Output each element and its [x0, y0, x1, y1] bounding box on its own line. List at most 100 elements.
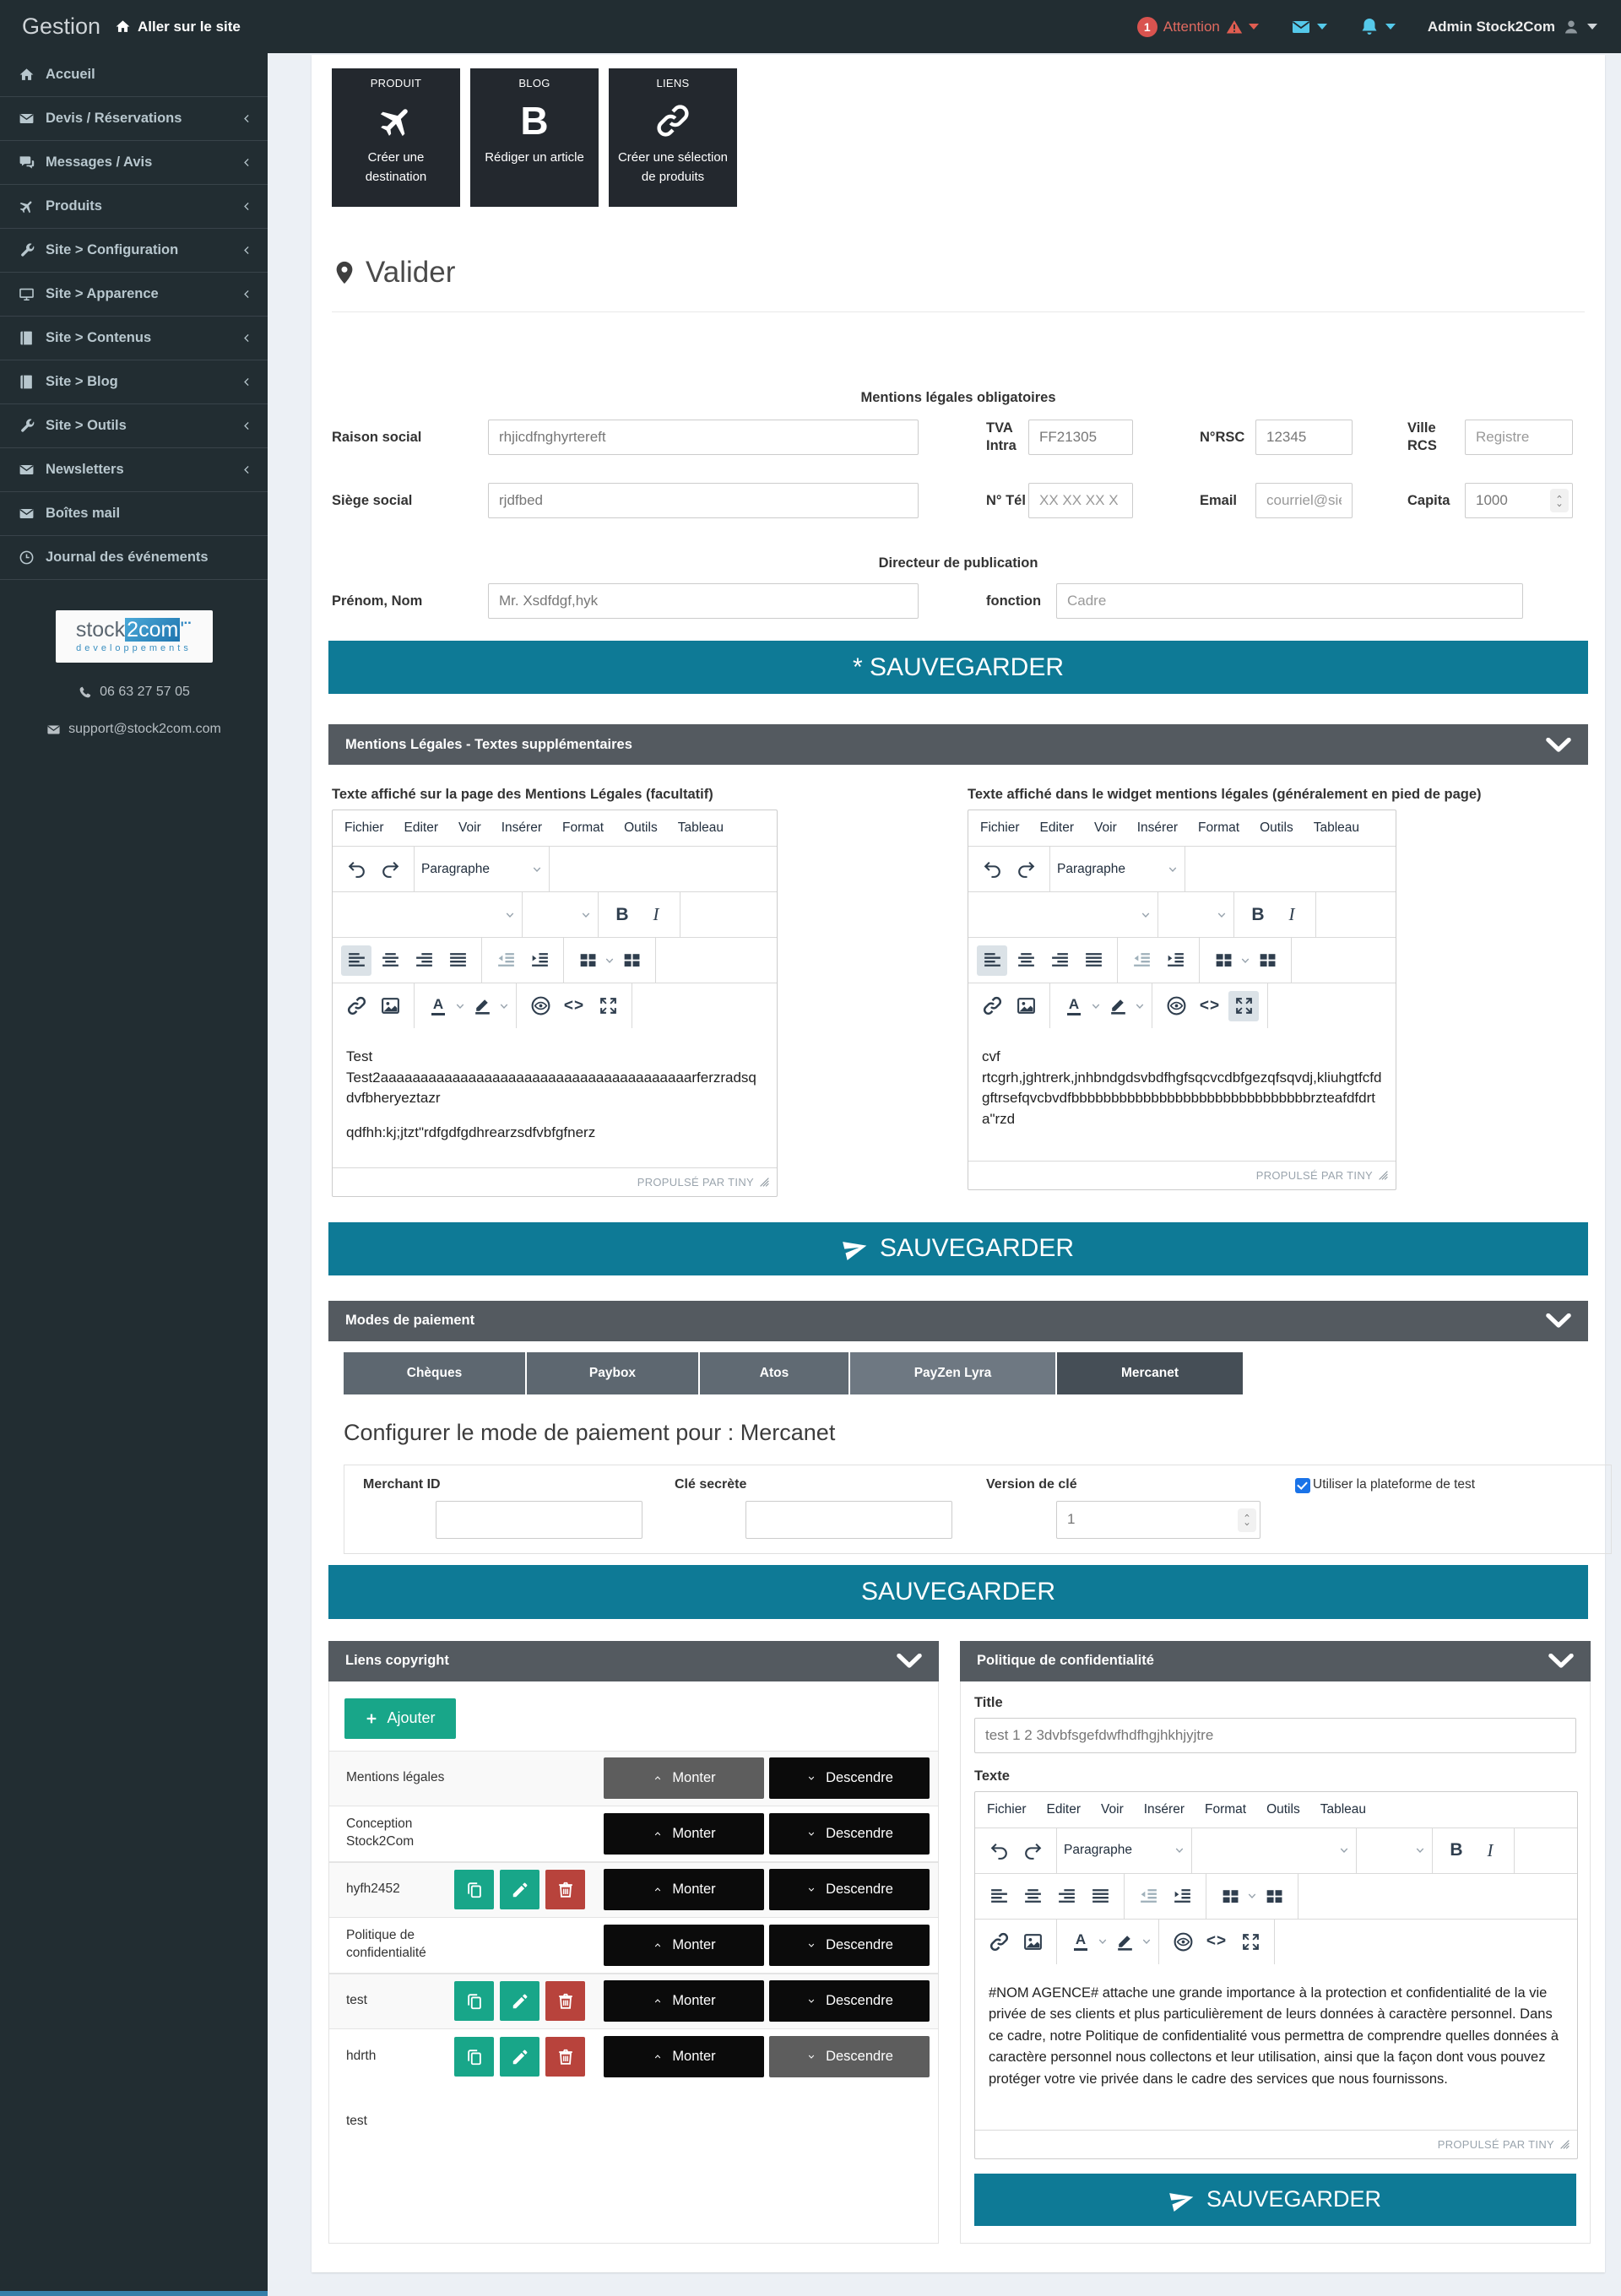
- text-color-button[interactable]: A: [423, 991, 453, 1021]
- menu-outils[interactable]: Outils: [1266, 1801, 1300, 1817]
- raison-social-input[interactable]: [488, 420, 919, 455]
- delete-button[interactable]: [545, 1870, 585, 1910]
- user-menu[interactable]: Admin Stock2Com: [1428, 19, 1597, 35]
- menu-voir[interactable]: Voir: [1101, 1801, 1124, 1817]
- tab-mercanet[interactable]: Mercanet: [1057, 1351, 1243, 1394]
- menu-voir[interactable]: Voir: [1094, 820, 1117, 835]
- email-input[interactable]: [1255, 483, 1353, 518]
- highlight-button[interactable]: [1103, 991, 1133, 1021]
- duplicate-button[interactable]: [454, 1870, 494, 1910]
- indent-button[interactable]: [1167, 1881, 1197, 1911]
- justify-button[interactable]: [1085, 1881, 1115, 1911]
- sidebar-item-boites-mail[interactable]: Boîtes mail: [0, 492, 268, 536]
- redo-button[interactable]: [1011, 854, 1041, 885]
- menu-editer[interactable]: Editer: [1046, 1801, 1082, 1817]
- font-family-select[interactable]: [968, 892, 1158, 937]
- attention-dropdown[interactable]: 1 Attention: [1136, 16, 1259, 37]
- move-down-button[interactable]: Descendre: [769, 1980, 930, 2023]
- move-down-button[interactable]: Descendre: [769, 2036, 930, 2078]
- align-right-button[interactable]: [1044, 945, 1075, 976]
- bold-button[interactable]: B: [615, 904, 629, 924]
- privacy-title-input[interactable]: [974, 1717, 1576, 1753]
- menu-inserer[interactable]: Insérer: [1143, 1801, 1185, 1817]
- preview-button[interactable]: [525, 991, 556, 1021]
- link-button[interactable]: [341, 991, 371, 1021]
- edit-button[interactable]: [500, 1870, 539, 1910]
- edit-button[interactable]: [500, 1981, 539, 2022]
- move-up-button[interactable]: Monter: [604, 1924, 764, 1966]
- table-button[interactable]: [1259, 1881, 1289, 1911]
- move-up-button[interactable]: Monter: [604, 1869, 764, 1911]
- paragraph-select[interactable]: Paragraphe: [1057, 1828, 1192, 1873]
- menu-inserer[interactable]: Insérer: [501, 820, 542, 835]
- move-down-button[interactable]: Descendre: [769, 1869, 930, 1911]
- save-legal-button[interactable]: * SAUVEGARDER: [328, 641, 1588, 694]
- indent-button[interactable]: [1160, 945, 1190, 976]
- fullscreen-button[interactable]: [593, 991, 623, 1021]
- editor-content[interactable]: Test Test2aaaaaaaaaaaaaaaaaaaaaaaaaaaaaa…: [333, 1028, 777, 1167]
- italic-button[interactable]: I: [653, 904, 659, 924]
- italic-button[interactable]: I: [1487, 1839, 1494, 1860]
- editor-content[interactable]: cvf rtcgrh,jghtrerk,jnhbndgdsvbdfhgfsqcv…: [968, 1028, 1396, 1161]
- menu-voir[interactable]: Voir: [458, 820, 481, 835]
- delete-button[interactable]: [545, 2037, 585, 2077]
- justify-button[interactable]: [442, 945, 473, 976]
- create-product-selection-card[interactable]: LIENS Créer une sélection de produits: [609, 68, 737, 207]
- font-size-select[interactable]: [1357, 1828, 1433, 1873]
- font-size-select[interactable]: [523, 892, 599, 937]
- move-up-button[interactable]: Monter: [604, 2036, 764, 2078]
- highlight-button[interactable]: [1109, 1926, 1140, 1957]
- image-button[interactable]: [1011, 991, 1041, 1021]
- merchant-id-input[interactable]: [436, 1500, 642, 1539]
- table-button[interactable]: [1252, 945, 1282, 976]
- menu-fichier[interactable]: Fichier: [344, 820, 384, 835]
- outdent-button[interactable]: [491, 945, 521, 976]
- menu-format[interactable]: Format: [1197, 820, 1240, 835]
- redo-button[interactable]: [1017, 1835, 1048, 1866]
- tab-cheques[interactable]: Chèques: [344, 1351, 525, 1394]
- resize-grip-icon[interactable]: [1559, 2139, 1570, 2150]
- menu-fichier[interactable]: Fichier: [987, 1801, 1027, 1817]
- edit-button[interactable]: [500, 2037, 539, 2077]
- sidebar-item-messages-avis[interactable]: Messages / Avis: [0, 141, 268, 185]
- move-down-button[interactable]: Descendre: [769, 1757, 930, 1800]
- menu-format[interactable]: Format: [561, 820, 604, 835]
- sidebar-item-site-configuration[interactable]: Site > Configuration: [0, 229, 268, 273]
- chevron-down-icon[interactable]: [1546, 738, 1571, 752]
- justify-button[interactable]: [1078, 945, 1109, 976]
- source-code-button[interactable]: <>: [1199, 996, 1221, 1015]
- highlight-button[interactable]: [467, 991, 497, 1021]
- sidebar-item-produits[interactable]: Produits: [0, 185, 268, 229]
- indent-button[interactable]: [524, 945, 555, 976]
- align-left-button[interactable]: [984, 1881, 1014, 1911]
- number-stepper[interactable]: [1238, 1508, 1256, 1532]
- secret-key-input[interactable]: [745, 1500, 952, 1539]
- use-test-platform-checkbox[interactable]: [1295, 1477, 1310, 1493]
- support-email[interactable]: support@stock2com.com: [0, 722, 268, 737]
- ville-rcs-input[interactable]: [1465, 420, 1573, 455]
- fonction-input[interactable]: [1056, 583, 1523, 619]
- link-button[interactable]: [984, 1926, 1014, 1957]
- tel-input[interactable]: [1028, 483, 1133, 518]
- rsc-input[interactable]: [1255, 420, 1353, 455]
- editor-content[interactable]: #NOM AGENCE# attache une grande importan…: [975, 1964, 1577, 2130]
- table-grid-button[interactable]: [572, 945, 603, 976]
- sidebar-item-site-contenus[interactable]: Site > Contenus: [0, 317, 268, 360]
- paragraph-select[interactable]: Paragraphe: [1050, 847, 1185, 891]
- menu-fichier[interactable]: Fichier: [980, 820, 1020, 835]
- sidebar-item-site-apparence[interactable]: Site > Apparence: [0, 273, 268, 317]
- undo-button[interactable]: [977, 854, 1007, 885]
- align-right-button[interactable]: [1051, 1881, 1082, 1911]
- chevron-down-icon[interactable]: [1546, 1313, 1571, 1328]
- duplicate-button[interactable]: [454, 1981, 494, 2022]
- menu-outils[interactable]: Outils: [624, 820, 658, 835]
- image-button[interactable]: [375, 991, 405, 1021]
- tab-atos[interactable]: Atos: [700, 1351, 848, 1394]
- tab-paybox[interactable]: Paybox: [527, 1351, 698, 1394]
- create-destination-card[interactable]: PRODUIT Créer une destination: [332, 68, 460, 207]
- notifications-dropdown[interactable]: [1359, 17, 1396, 37]
- source-code-button[interactable]: <>: [1206, 1932, 1228, 1951]
- fullscreen-button[interactable]: [1235, 1926, 1266, 1957]
- source-code-button[interactable]: <>: [563, 996, 585, 1015]
- sidebar-item-site-blog[interactable]: Site > Blog: [0, 360, 268, 404]
